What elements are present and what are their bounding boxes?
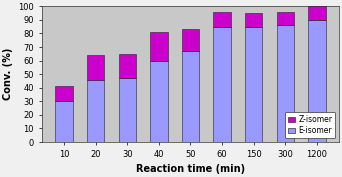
Bar (213, 12, 231, 27)
Bar (245, 13, 262, 27)
Bar (182, 51, 199, 142)
Bar (277, 25, 294, 142)
Bar (150, 61, 168, 142)
Bar (55, 86, 73, 101)
X-axis label: Reaction time (min): Reaction time (min) (136, 164, 245, 174)
Bar (308, 20, 326, 142)
Bar (182, 29, 199, 51)
Bar (87, 55, 104, 80)
Bar (119, 78, 136, 142)
Y-axis label: Conv. (%): Conv. (%) (3, 48, 13, 100)
Legend: Z-isomer, E-isomer: Z-isomer, E-isomer (285, 112, 336, 138)
Bar (277, 12, 294, 25)
Bar (87, 80, 104, 142)
Bar (119, 54, 136, 78)
Bar (213, 27, 231, 142)
Bar (245, 27, 262, 142)
Bar (150, 32, 168, 61)
Bar (308, 6, 326, 20)
Bar (55, 101, 73, 142)
